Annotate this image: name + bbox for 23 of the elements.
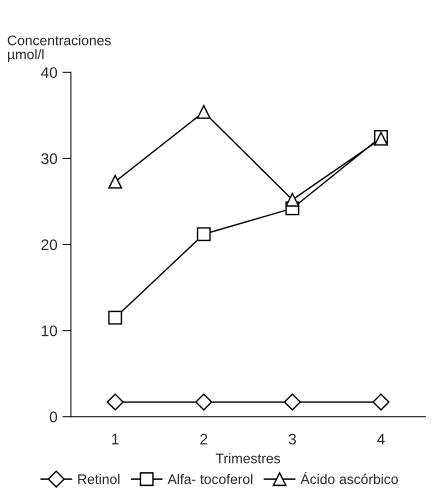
x-tick-label: 1 bbox=[112, 434, 119, 444]
x-axis-title: Trimestres bbox=[216, 453, 280, 464]
y-tick-label: 40 bbox=[41, 67, 58, 78]
x-tick-label: 2 bbox=[200, 434, 208, 444]
point bbox=[196, 227, 211, 242]
point bbox=[284, 393, 301, 411]
y-tick-label: 10 bbox=[42, 325, 58, 336]
point bbox=[195, 393, 212, 411]
point bbox=[108, 310, 122, 325]
point bbox=[196, 105, 211, 119]
y-tick-label: 0 bbox=[50, 412, 58, 422]
legend-label: Alfa- tocoferol bbox=[168, 474, 252, 484]
x-tick-label: 4 bbox=[377, 434, 385, 444]
y-axis-title: Concentraciones µmol/l bbox=[8, 35, 111, 62]
point bbox=[372, 393, 390, 411]
point bbox=[285, 192, 300, 207]
point bbox=[108, 174, 122, 189]
y-tick-label: 30 bbox=[41, 153, 58, 164]
x-tick-label: 3 bbox=[288, 434, 296, 445]
point bbox=[106, 393, 124, 411]
legend-label: Retinol bbox=[78, 474, 120, 484]
y-tick-label: 20 bbox=[41, 239, 58, 250]
legend-label: Ácido ascórbico bbox=[300, 472, 398, 484]
